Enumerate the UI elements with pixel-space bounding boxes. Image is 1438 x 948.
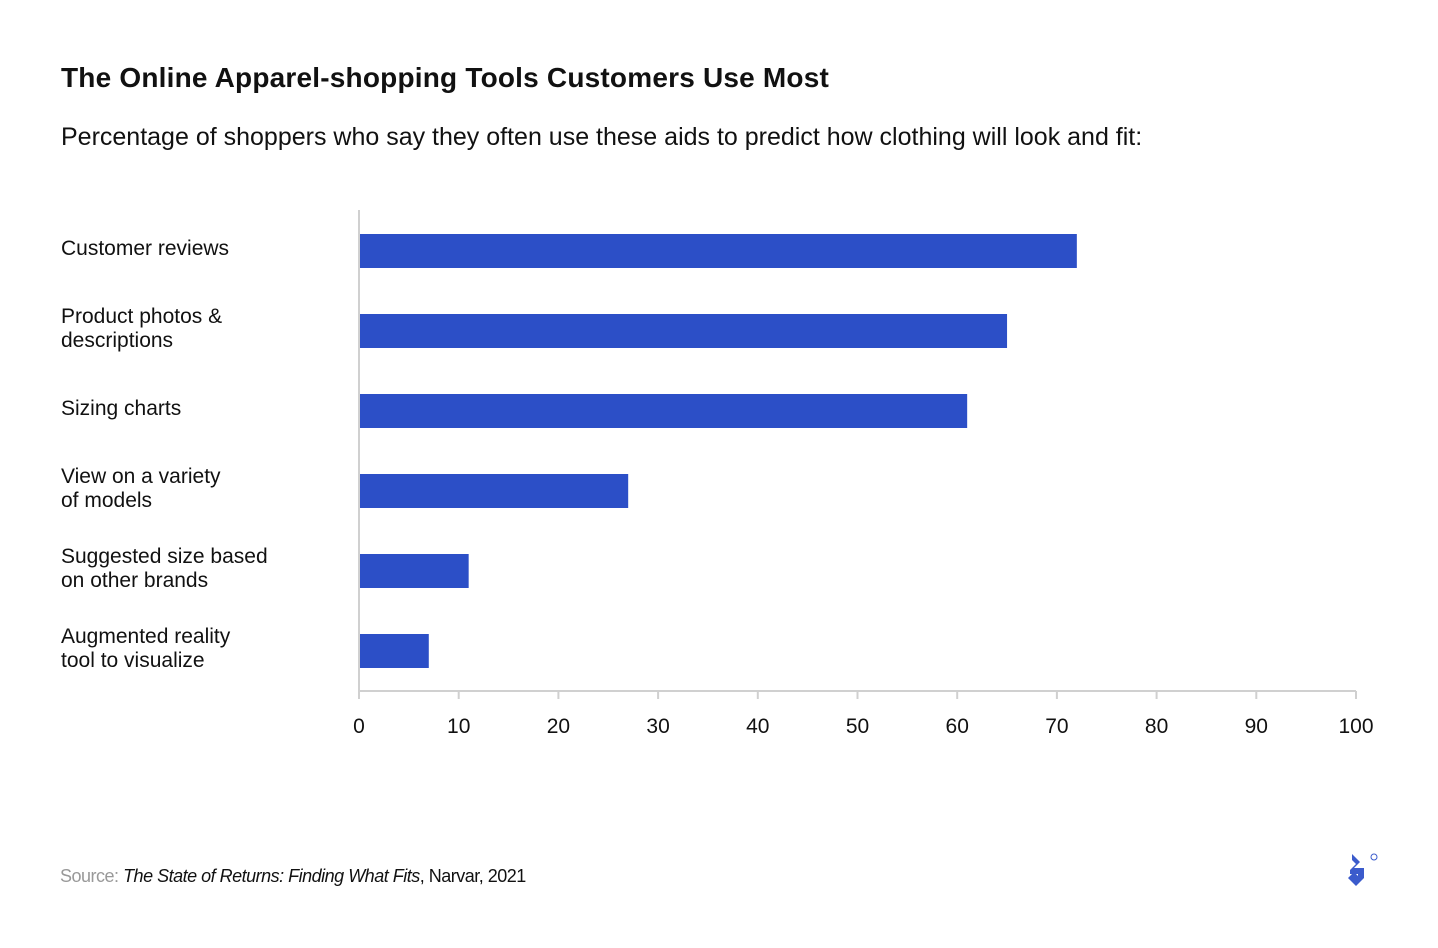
bar	[359, 314, 1008, 348]
category-label: Customer reviews	[61, 237, 229, 261]
category-label: Sizing charts	[61, 397, 181, 421]
toptal-logo-icon	[1348, 853, 1378, 886]
bar	[359, 634, 429, 668]
x-tick-label: 60	[946, 715, 969, 738]
source-label: Source:	[60, 866, 119, 886]
x-tick-label: 70	[1045, 715, 1068, 738]
category-label: Augmented reality tool to visualize	[61, 625, 230, 673]
category-label-line: View on a variety	[61, 465, 221, 488]
x-tick-label: 40	[746, 715, 769, 738]
bar	[359, 474, 629, 508]
x-tick-label: 10	[447, 715, 470, 738]
bar	[359, 234, 1077, 268]
source-work: The State of Returns: Finding What Fits	[123, 866, 420, 886]
chart-subtitle: Percentage of shoppers who say they ofte…	[61, 123, 1143, 151]
category-label-line: of models	[61, 489, 153, 512]
category-label: View on a variety of models	[61, 465, 221, 513]
x-tick-label: 20	[547, 715, 570, 738]
x-tick-label: 100	[1338, 715, 1373, 738]
source-note: Source: The State of Returns: Finding Wh…	[60, 866, 526, 887]
category-label-line: descriptions	[61, 329, 174, 352]
category-label-line: Customer reviews	[61, 237, 230, 260]
category-label-line: tool to visualize	[61, 649, 205, 672]
category-label-line: Augmented reality	[61, 625, 231, 648]
category-label-line: on other brands	[61, 569, 209, 592]
source-rest: , Narvar, 2021	[419, 866, 527, 886]
category-label: Suggested size based on other brands	[61, 545, 268, 593]
x-tick-label: 90	[1245, 715, 1268, 738]
x-tick-label: 0	[353, 715, 365, 738]
category-label: Product photos & descriptions	[61, 305, 222, 353]
x-tick-label: 30	[646, 715, 669, 738]
chart-title: The Online Apparel-shopping Tools Custom…	[61, 62, 830, 93]
category-label-line: Suggested size based	[61, 545, 268, 568]
bar	[359, 394, 968, 428]
category-label-line: Product photos &	[61, 305, 223, 328]
bar	[359, 554, 469, 588]
x-tick-label: 80	[1145, 715, 1168, 738]
x-tick-label: 50	[846, 715, 869, 738]
category-label-line: Sizing charts	[61, 397, 182, 420]
